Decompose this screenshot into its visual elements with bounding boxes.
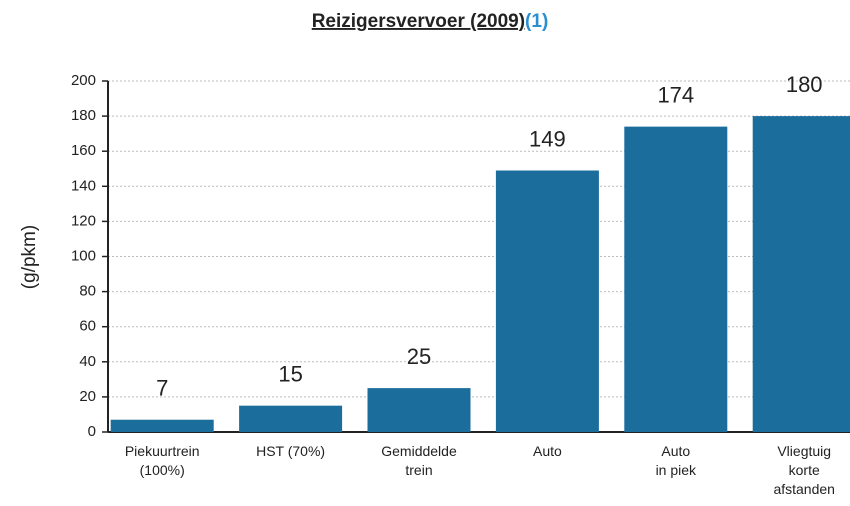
x-tick-label-line: korte (789, 462, 820, 478)
x-tick-label: Piekuurtrein (100%) (125, 443, 200, 478)
y-tick-label: 140 (71, 177, 96, 194)
x-tick-label-line: HST (70%) (256, 443, 325, 459)
x-tick-label-line: Piekuurtrein (125, 443, 200, 459)
y-tick-label: 0 (88, 423, 96, 440)
bar (752, 116, 850, 432)
y-tick-label: 40 (79, 353, 96, 370)
x-tick-label: Auto (533, 443, 562, 459)
x-tick-label: HST (70%) (256, 443, 325, 459)
bar (239, 405, 343, 432)
value-label: 25 (407, 344, 431, 369)
y-tick-label: 20 (79, 388, 96, 405)
value-label: 15 (278, 361, 302, 386)
bar (110, 419, 214, 432)
y-axis-label: (g/pkm) (19, 225, 40, 289)
x-tick-label-line: in piek (656, 462, 697, 478)
value-label: 7 (156, 376, 168, 401)
chart-title-group: Reizigersvervoer (2009)(1) (312, 11, 549, 32)
y-tick-label: 160 (71, 142, 96, 159)
value-label: 180 (786, 72, 823, 97)
x-tick-label-line: Gemiddelde (381, 443, 457, 459)
x-tick-label-line: Auto (661, 443, 690, 459)
x-tick-label-line: afstanden (773, 481, 835, 497)
bar (495, 170, 599, 432)
y-tick-label: 180 (71, 107, 96, 124)
x-tick-label: Vliegtuig korte afstanden (773, 443, 835, 497)
title-reference: (1) (525, 11, 548, 32)
x-tick-label-line: Vliegtuig (777, 443, 831, 459)
y-tick-label: 80 (79, 283, 96, 300)
chart-title: Reizigersvervoer (2009) (312, 11, 525, 32)
bar (624, 126, 728, 432)
y-tick-label: 120 (71, 212, 96, 229)
y-tick-label: 60 (79, 318, 96, 335)
y-tick-label: 200 (71, 72, 96, 89)
x-tick-label: Auto in piek (656, 443, 697, 478)
x-tick-label-line: trein (405, 462, 432, 478)
y-tick-label: 100 (71, 247, 96, 264)
x-tick-label-line: (100%) (140, 462, 185, 478)
bar (367, 388, 471, 432)
value-label: 174 (657, 82, 694, 107)
x-tick-label-line: Auto (533, 443, 562, 459)
value-label: 149 (529, 126, 566, 151)
x-tick-label: Gemiddelde trein (381, 443, 457, 478)
